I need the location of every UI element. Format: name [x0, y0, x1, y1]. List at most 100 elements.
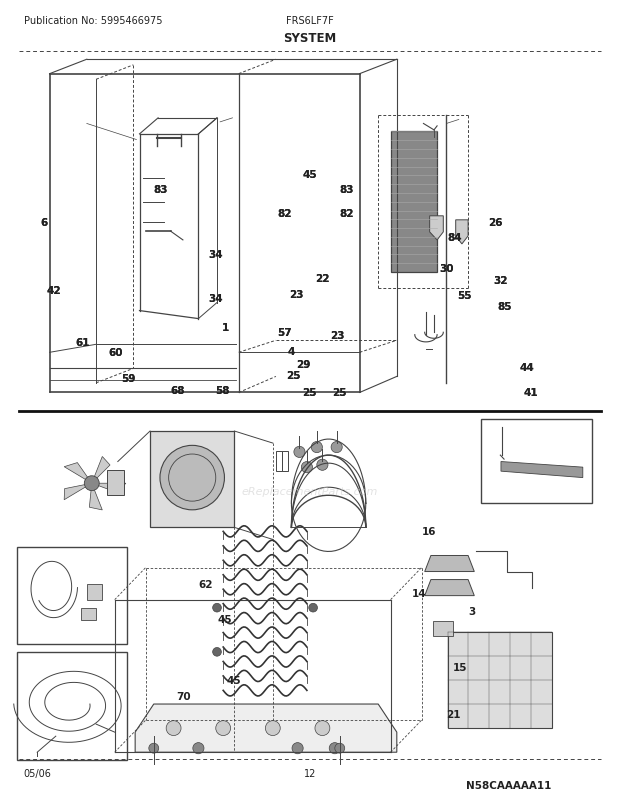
Text: 85: 85 — [497, 302, 511, 311]
Polygon shape — [282, 452, 288, 472]
Text: 62: 62 — [198, 579, 213, 589]
Circle shape — [213, 604, 221, 612]
Polygon shape — [501, 462, 583, 478]
Text: 15: 15 — [453, 662, 467, 672]
Circle shape — [329, 743, 340, 754]
Polygon shape — [92, 457, 110, 484]
Text: 25: 25 — [303, 388, 317, 398]
Text: 45: 45 — [226, 675, 241, 685]
Text: 16: 16 — [422, 526, 436, 536]
Circle shape — [311, 442, 322, 453]
Text: 25: 25 — [286, 371, 300, 380]
Text: 58: 58 — [215, 386, 229, 395]
Text: 1: 1 — [222, 322, 229, 332]
Text: 23: 23 — [330, 330, 344, 340]
Text: N58CAAAAA11: N58CAAAAA11 — [466, 780, 551, 790]
Polygon shape — [448, 632, 552, 728]
Text: 59: 59 — [121, 374, 135, 383]
Text: 68: 68 — [170, 386, 185, 395]
Text: 60: 60 — [108, 348, 123, 358]
Text: 82: 82 — [278, 209, 292, 219]
Text: 84: 84 — [448, 233, 463, 242]
Circle shape — [309, 604, 317, 612]
Text: 3: 3 — [468, 606, 476, 616]
Circle shape — [292, 743, 303, 754]
Polygon shape — [433, 621, 453, 636]
Circle shape — [317, 460, 328, 471]
Text: 26: 26 — [489, 218, 503, 228]
Text: 25: 25 — [332, 388, 346, 398]
Text: 45: 45 — [303, 170, 317, 180]
Polygon shape — [150, 431, 234, 528]
Circle shape — [315, 721, 330, 735]
Text: 14: 14 — [412, 589, 427, 598]
Polygon shape — [87, 584, 102, 600]
Polygon shape — [425, 580, 474, 596]
Text: 34: 34 — [208, 250, 223, 260]
Text: 82: 82 — [278, 209, 292, 219]
Text: 57: 57 — [277, 328, 292, 338]
Polygon shape — [107, 470, 124, 496]
Text: 58: 58 — [215, 386, 229, 395]
Text: SYSTEM: SYSTEM — [283, 32, 337, 45]
Text: 26: 26 — [489, 218, 503, 228]
Text: 84: 84 — [448, 233, 463, 242]
Text: 34: 34 — [208, 294, 223, 303]
Text: 85: 85 — [497, 302, 511, 311]
Text: 23: 23 — [290, 290, 304, 299]
Text: 82: 82 — [340, 209, 354, 219]
Text: 42: 42 — [46, 286, 61, 296]
Circle shape — [193, 743, 204, 754]
Text: 44: 44 — [520, 363, 534, 372]
Text: Publication No: 5995466975: Publication No: 5995466975 — [24, 16, 162, 26]
Text: 55: 55 — [458, 290, 472, 300]
Text: 41: 41 — [524, 388, 539, 398]
Polygon shape — [92, 484, 126, 493]
Text: 83: 83 — [340, 185, 354, 195]
Text: 32: 32 — [493, 276, 507, 286]
Text: 6: 6 — [40, 218, 48, 228]
Text: 12: 12 — [304, 768, 316, 778]
Text: 61: 61 — [76, 338, 90, 347]
Polygon shape — [89, 484, 102, 510]
Circle shape — [84, 476, 99, 491]
Circle shape — [294, 447, 305, 458]
Circle shape — [160, 446, 224, 510]
Text: 70: 70 — [177, 691, 192, 701]
Circle shape — [216, 721, 231, 735]
Text: 22: 22 — [315, 273, 329, 283]
Text: 41: 41 — [524, 388, 539, 398]
Text: 21: 21 — [446, 709, 461, 719]
Text: 34: 34 — [208, 294, 223, 303]
Circle shape — [335, 743, 345, 753]
Text: 42: 42 — [46, 286, 61, 296]
Text: 45: 45 — [217, 614, 232, 624]
Text: 25: 25 — [286, 371, 300, 380]
Polygon shape — [391, 132, 437, 273]
Text: 83: 83 — [340, 185, 354, 195]
Text: 82: 82 — [340, 209, 354, 219]
Text: 61: 61 — [76, 338, 90, 347]
Polygon shape — [425, 556, 474, 572]
Text: 25: 25 — [332, 388, 346, 398]
Text: 4: 4 — [287, 346, 294, 356]
Text: 05/06: 05/06 — [24, 768, 51, 778]
Polygon shape — [64, 463, 92, 484]
Text: 68: 68 — [170, 386, 185, 395]
Circle shape — [213, 648, 221, 656]
Circle shape — [149, 743, 159, 753]
Circle shape — [166, 721, 181, 735]
Text: 29: 29 — [296, 360, 311, 370]
Text: 83: 83 — [154, 185, 168, 195]
Text: 57: 57 — [277, 328, 292, 338]
Polygon shape — [64, 484, 92, 500]
Text: 1: 1 — [222, 322, 229, 332]
Text: 25: 25 — [303, 388, 317, 398]
Polygon shape — [135, 704, 397, 752]
Text: 34: 34 — [208, 250, 223, 260]
Text: 44: 44 — [520, 363, 534, 372]
Text: 23: 23 — [330, 330, 344, 340]
Text: eReplacementParts.com: eReplacementParts.com — [242, 487, 378, 496]
Text: 30: 30 — [439, 264, 453, 273]
Polygon shape — [430, 217, 443, 241]
